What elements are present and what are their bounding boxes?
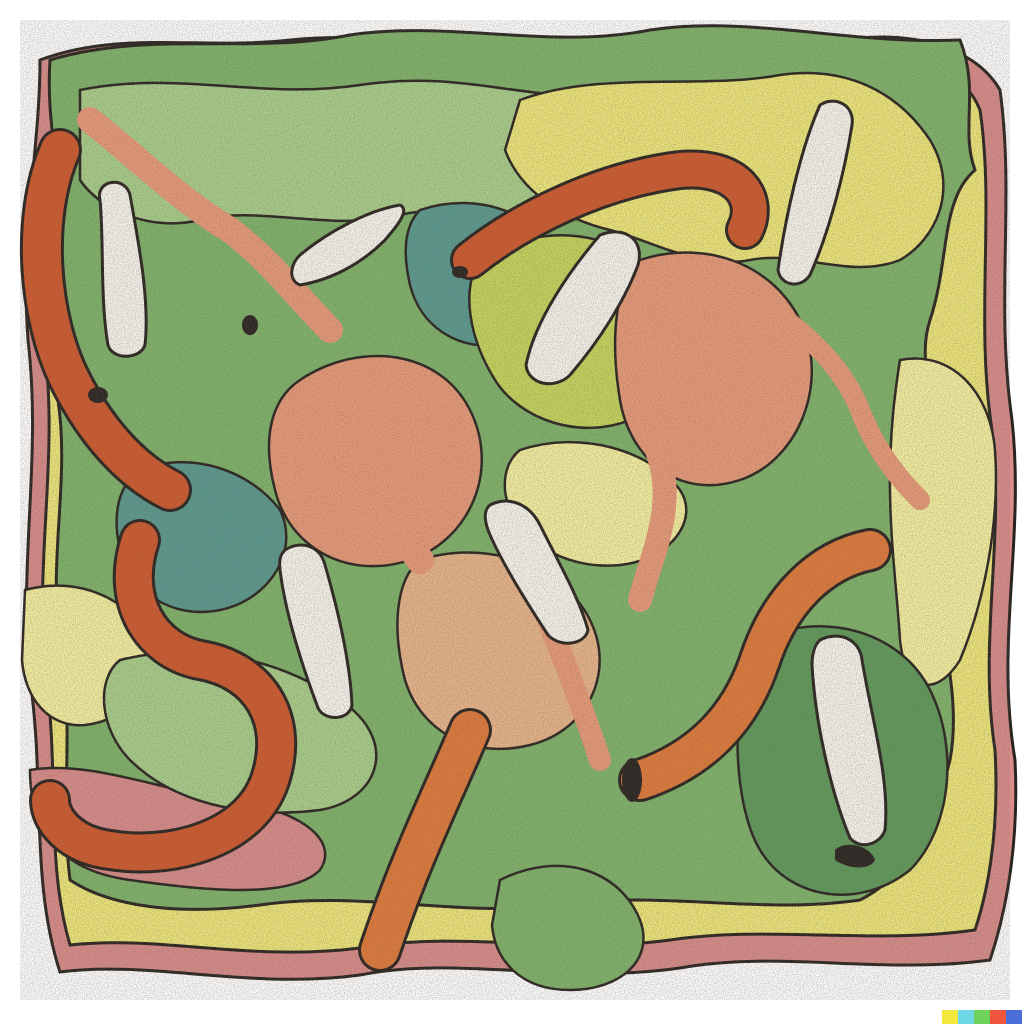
watermark-swatch-4 xyxy=(990,1010,1006,1024)
watermark-swatch-2 xyxy=(958,1010,974,1024)
stipple-texture xyxy=(20,20,1010,1000)
watermark-swatch-3 xyxy=(974,1010,990,1024)
watermark-swatch-5 xyxy=(1006,1010,1022,1024)
corner-color-watermark xyxy=(942,1010,1022,1024)
watermark-swatch-1 xyxy=(942,1010,958,1024)
